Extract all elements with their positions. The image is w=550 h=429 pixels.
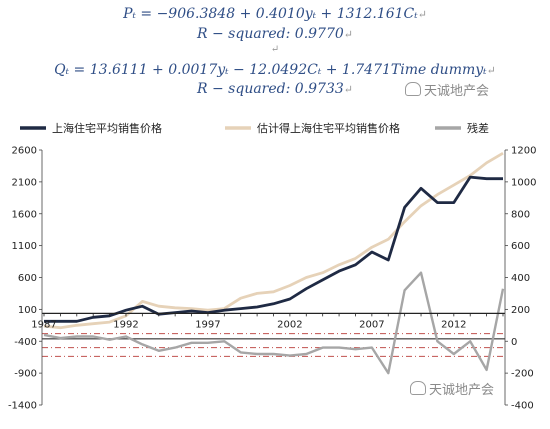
x-axis-tick-label: 1992 [113,319,138,330]
left-axis-tick-label: 600 [18,273,37,284]
price-rsquared-text: R − squared: 0.9770 [197,26,344,42]
quantity-rsquared: R − squared: 0.9733↵ [0,81,550,97]
left-axis-tick-label: 100 [18,305,37,316]
quantity-rsquared-mark: ↵ [343,83,353,96]
left-axis-tick-label: 1600 [12,209,37,220]
legend-label-residual: 残差 [467,121,489,135]
right-axis-tick-label: -200 [511,369,534,380]
axes: 2600 2100 1600 1100 600 100 -400 -900 -1400 1200 1… [8,146,537,412]
series-lines [43,151,505,375]
quantity-equation-mark: ↵ [486,64,496,77]
right-axis-tick-label: 200 [511,305,530,316]
watermark-top: 天诚地产会 [405,80,489,99]
series-line-actual [44,175,503,323]
equation-separator: ↵ [270,44,280,55]
series-line-residual [43,271,505,375]
watermark-logo-icon [405,82,421,96]
left-axis-tick-label: 2600 [12,146,37,157]
quantity-rsquared-text: R − squared: 0.9733 [197,81,344,97]
legend-label-fitted: 估计得上海住宅平均销售价格 [257,121,400,135]
x-axis-tick-label: 2007 [359,319,384,330]
price-equation-text: Pₜ = −906.3848 + 0.4010yₜ + 1312.161Cₜ [123,6,418,22]
right-axis-tick-label: 400 [511,273,530,284]
right-axis-tick-label: 1200 [511,146,536,157]
watermark-bottom-text: 天诚地产会 [429,383,495,398]
right-axis-tick-label: -400 [511,401,534,412]
x-axis-tick-label: 1987 [31,319,56,330]
quantity-equation-text: Qₜ = 13.6111 + 0.0017yₜ − 12.0492Cₜ + 1.… [54,62,487,78]
quantity-equation: Qₜ = 13.6111 + 0.0017yₜ − 12.0492Cₜ + 1.… [0,62,550,78]
price-rsquared: R − squared: 0.9770↵ [0,26,550,42]
legend: 上海住宅平均销售价格 估计得上海住宅平均销售价格 残差 [20,121,489,135]
price-equation: Pₜ = −906.3848 + 0.4010yₜ + 1312.161Cₜ↵ [0,6,550,22]
left-axis-tick-label: 1100 [12,241,37,252]
right-axis-tick-label: 800 [511,209,530,220]
x-axis-tick-label: 2002 [277,319,302,330]
watermark-bottom: 天诚地产会 [410,379,494,398]
left-axis-tick-label: -400 [14,337,37,348]
left-axis-tick-label: -900 [14,369,37,380]
x-axis-tick-label: 2012 [441,319,466,330]
right-axis-tick-label: 600 [511,241,530,252]
price-rsquared-mark: ↵ [343,28,353,41]
right-axis-tick-label: 1000 [511,177,536,188]
legend-label-actual: 上海住宅平均销售价格 [52,121,162,135]
right-axis-tick-label: 0 [511,337,517,348]
watermark-top-text: 天诚地产会 [424,84,490,99]
watermark-logo-icon [410,381,426,395]
left-axis-tick-label: -1400 [8,401,37,412]
series-line-fitted [43,151,504,330]
price-equation-mark: ↵ [417,8,427,21]
x-axis-tick-label: 1997 [195,319,220,330]
left-axis-tick-label: 2100 [12,177,37,188]
